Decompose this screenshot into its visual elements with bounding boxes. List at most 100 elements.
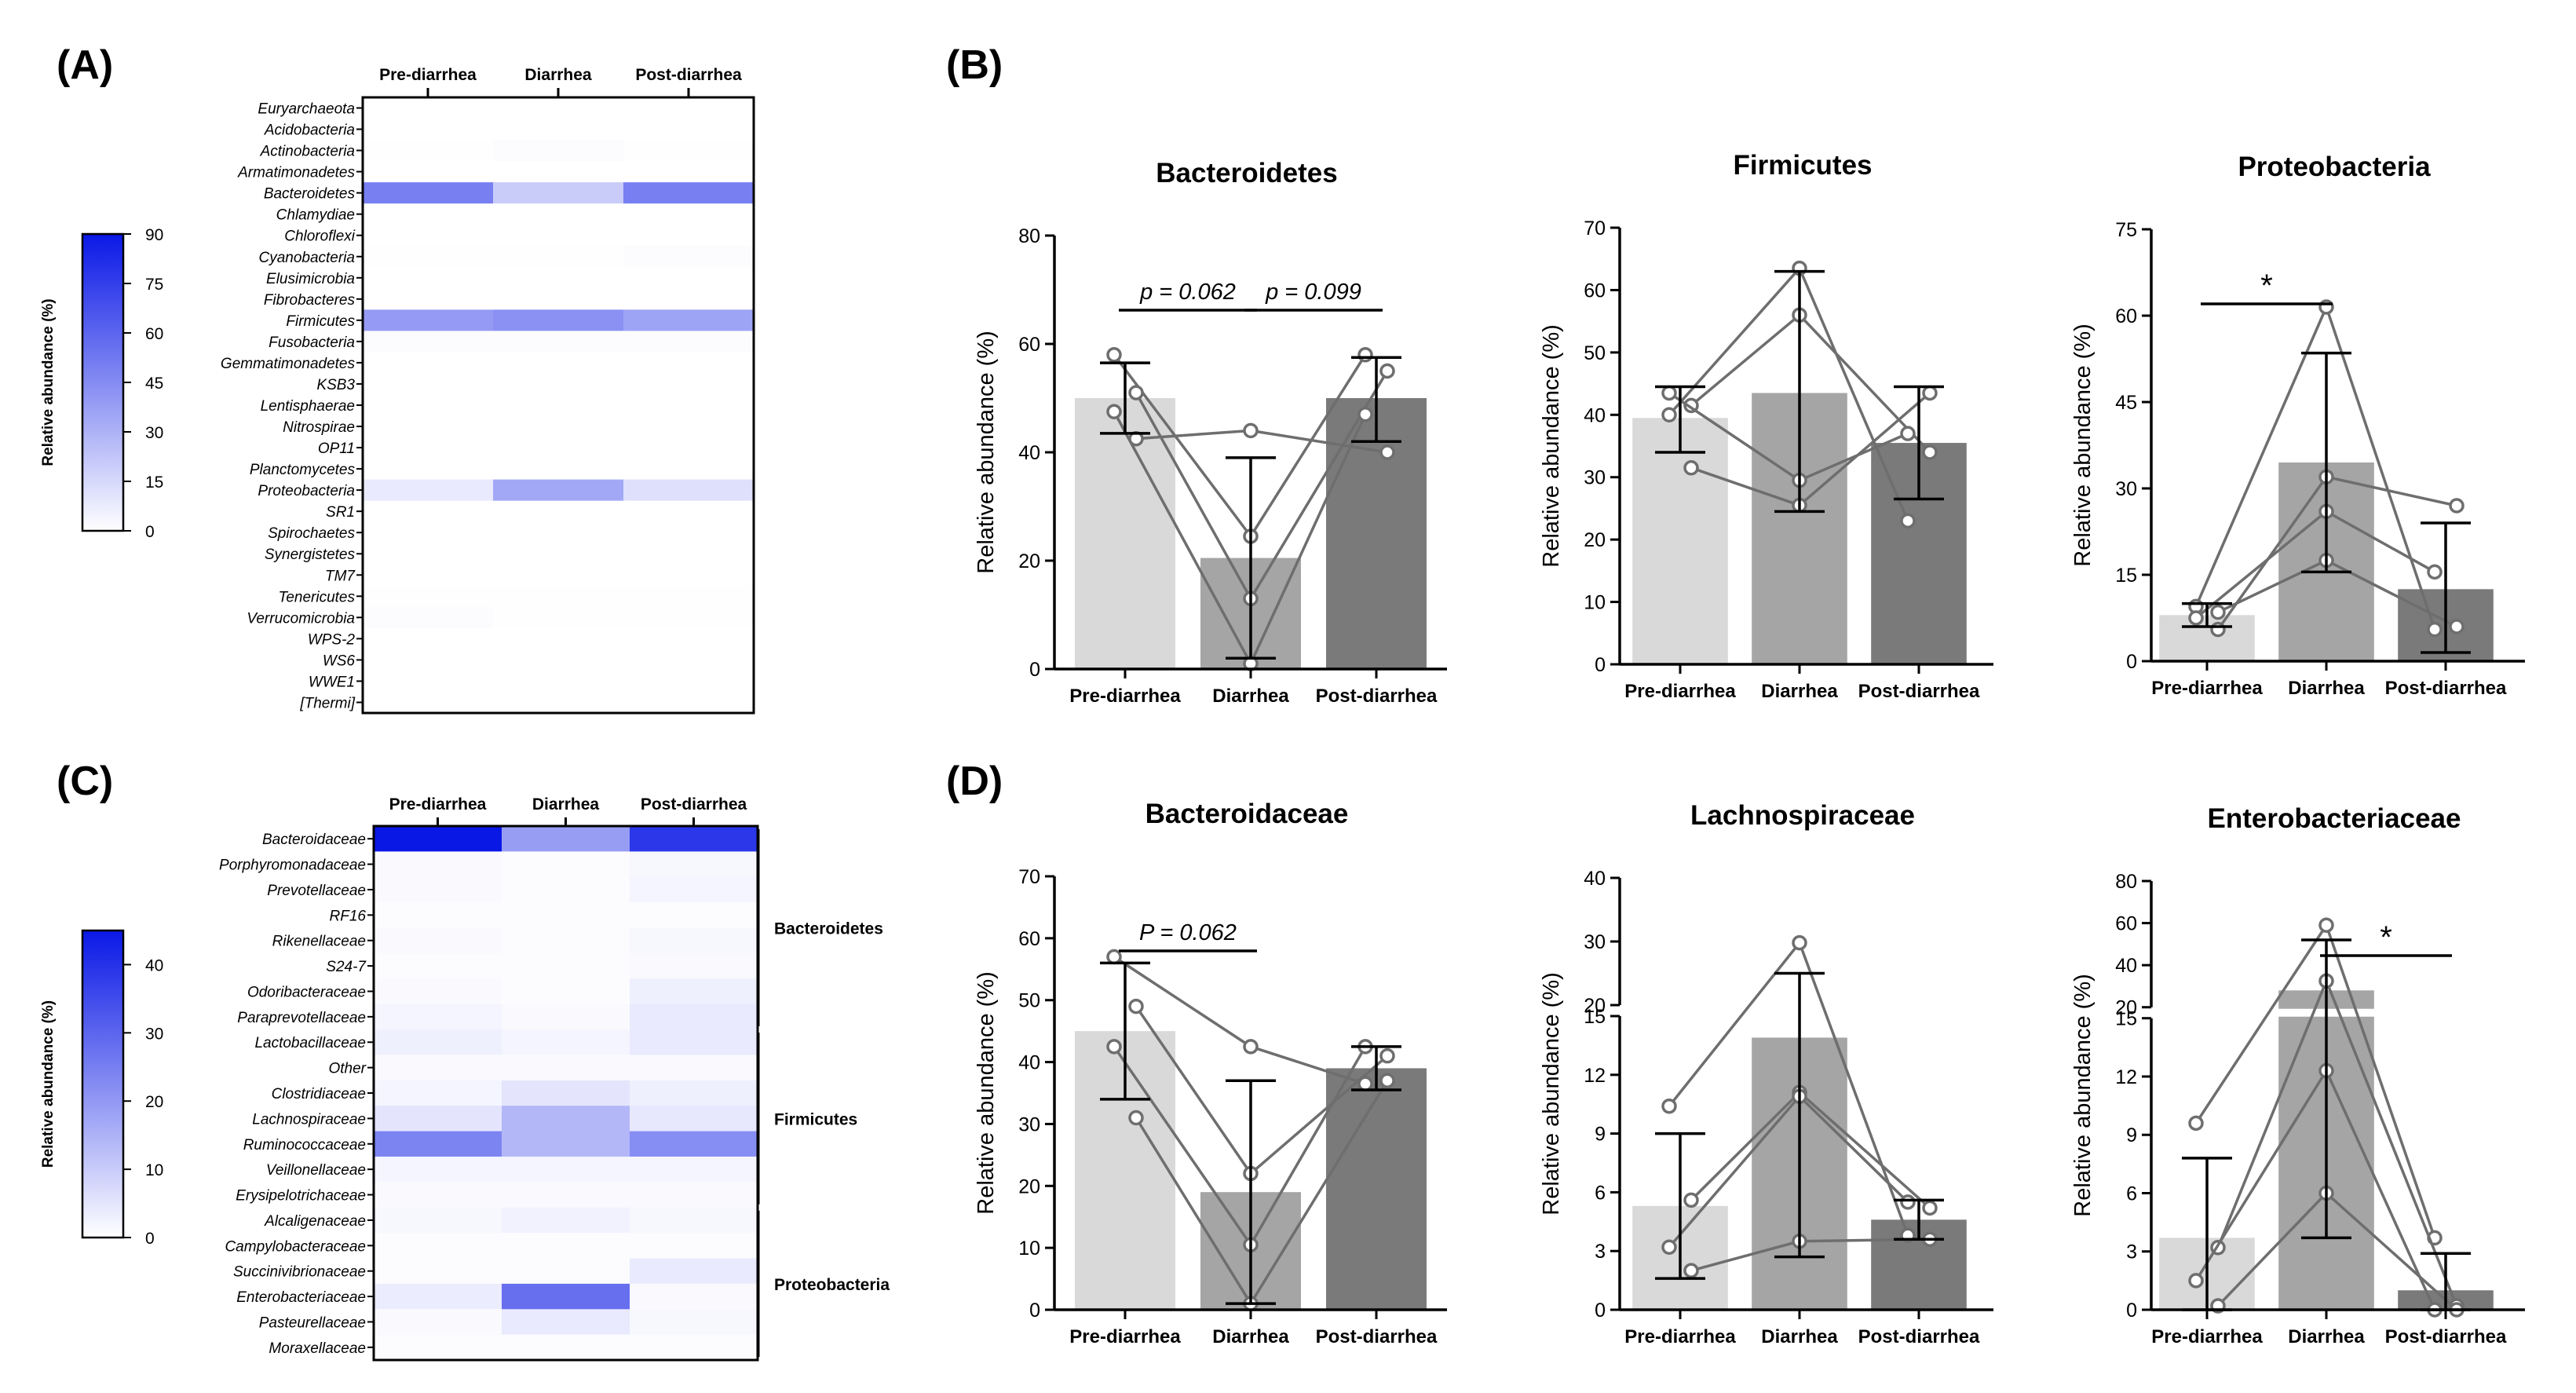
x-tick-label: Post-diarrhea (1316, 686, 1438, 707)
heatmap-cell (493, 352, 624, 374)
heatmap-row-label: SR1 (326, 504, 355, 521)
chart-title: Bacteroidaceae (1145, 799, 1349, 829)
heatmap-cell (374, 927, 502, 954)
heatmap-cell (493, 119, 624, 141)
heatmap-cell (374, 978, 502, 1005)
y-tick-label: 9 (1595, 1124, 1606, 1146)
heatmap-row-label: Synergistetes (265, 547, 356, 563)
y-tick-label: 3 (1595, 1241, 1606, 1263)
heatmap-cell (493, 564, 624, 587)
y-tick-label: 20 (1018, 1175, 1040, 1197)
data-point (2210, 621, 2226, 638)
y-tick-label: 30 (1584, 467, 1606, 489)
heatmap-row-label: Fibrobacteres (264, 292, 356, 309)
heatmap-cell (623, 246, 755, 268)
y-tick-label: 10 (1018, 1238, 1040, 1260)
heatmap-row-label: Euryarchaeota (258, 101, 355, 118)
y-tick-label: 70 (1018, 866, 1040, 888)
color-scale-tick-label: 20 (145, 1093, 163, 1111)
y-tick-label: 80 (1018, 225, 1040, 247)
y-axis-label: Relative abundance (%) (1539, 324, 1564, 568)
data-point (1922, 444, 1938, 460)
heatmap-cell (502, 1131, 630, 1157)
heatmap-row-label: Campylobacteraceae (225, 1238, 366, 1255)
y-tick-label: 0 (2126, 651, 2137, 673)
heatmap-cell (502, 1309, 630, 1336)
heatmap-row-label: Tenericutes (278, 589, 355, 605)
heatmap-cell (630, 1334, 758, 1361)
x-tick-label: Post-diarrhea (1316, 1326, 1438, 1347)
data-point (2188, 1115, 2204, 1132)
chart-title: Proteobacteria (2238, 152, 2431, 182)
y-axis-label: Relative abundance (%) (974, 971, 999, 1215)
heatmap-cell (502, 1258, 630, 1285)
heatmap-cell (623, 352, 755, 374)
heatmap-cell (630, 851, 758, 878)
data-point (2427, 621, 2443, 638)
data-point (1900, 1194, 1916, 1210)
heatmap-cell (374, 1004, 502, 1030)
x-tick-label: Post-diarrhea (1858, 681, 1980, 702)
color-scale-tick-label: 30 (145, 424, 163, 442)
heatmap-row-label: Ruminococcaceae (243, 1137, 366, 1154)
color-scale-tick-label: 0 (145, 523, 155, 541)
heatmap-cell (630, 1309, 758, 1336)
x-tick-label: Post-diarrhea (2385, 1326, 2507, 1347)
heatmap-cell (630, 1080, 758, 1106)
y-tick-label: 70 (1584, 218, 1606, 239)
heatmap-cell (502, 1080, 630, 1106)
y-tick-label: 30 (1584, 931, 1606, 953)
heatmap-row-label: Actinobacteria (260, 144, 355, 160)
y-tick-label: 40 (1018, 1052, 1040, 1074)
bar-post-diarrhea (1326, 1068, 1427, 1310)
significance-label: P = 0.062 (1139, 920, 1237, 945)
heatmap-row-label: Veillonellaceae (266, 1162, 366, 1179)
y-tick-label: 0 (1595, 1300, 1606, 1322)
heatmap-row-label: Bacteroidetes (264, 186, 356, 203)
heatmap-cell (493, 500, 624, 523)
heatmap-cell (502, 1182, 630, 1208)
heatmap-row-label: Alcaligenaceae (264, 1213, 366, 1230)
heatmap-cell (374, 1029, 502, 1055)
heatmap-cell (374, 876, 502, 903)
heatmap-cell (374, 1106, 502, 1132)
y-tick-label: 60 (1018, 928, 1040, 950)
heatmap-column-label: Pre-diarrhea (379, 66, 477, 84)
heatmap-cell (374, 1283, 502, 1310)
heatmap-cell (363, 246, 494, 268)
data-point (1661, 407, 1677, 423)
data-point (1922, 385, 1938, 401)
heatmap-cell (630, 1106, 758, 1132)
x-tick-label: Pre-diarrhea (1069, 686, 1181, 707)
y-tick-label: 0 (1595, 654, 1606, 676)
x-tick-label: Diarrhea (2288, 1326, 2365, 1347)
panel-letter: (C) (57, 759, 113, 804)
x-tick-label: Diarrhea (1212, 686, 1289, 707)
heatmap-cell (630, 902, 758, 929)
color-scale-tick-label: 10 (145, 1161, 163, 1179)
heatmap-cell (493, 373, 624, 395)
heatmap-cell (493, 437, 624, 459)
heatmap-cell (493, 458, 624, 481)
heatmap-cell (493, 543, 624, 565)
chart-title: Enterobacteriaceae (2208, 803, 2461, 834)
group-label: Firmicutes (774, 1110, 857, 1128)
heatmap-column-label: Diarrhea (524, 66, 592, 84)
data-point (1379, 444, 1395, 460)
color-scale-tick-label: 0 (145, 1230, 155, 1248)
data-point (1128, 998, 1144, 1015)
heatmap-row-label: WPS-2 (308, 631, 356, 648)
heatmap-cell (493, 627, 624, 650)
heatmap-row-label: Chloroflexi (284, 229, 356, 245)
heatmap-cell (374, 851, 502, 878)
heatmap-cell (630, 927, 758, 954)
color-scale-bar (81, 232, 125, 532)
heatmap-cell (363, 394, 494, 417)
y-tick-label: 6 (1595, 1182, 1606, 1204)
heatmap-cell (502, 851, 630, 878)
heatmap-cell (374, 952, 502, 979)
panel-letter: (D) (946, 759, 1003, 804)
heatmap-cell (623, 97, 755, 119)
heatmap-cell (493, 267, 624, 289)
heatmap-cell (493, 331, 624, 353)
